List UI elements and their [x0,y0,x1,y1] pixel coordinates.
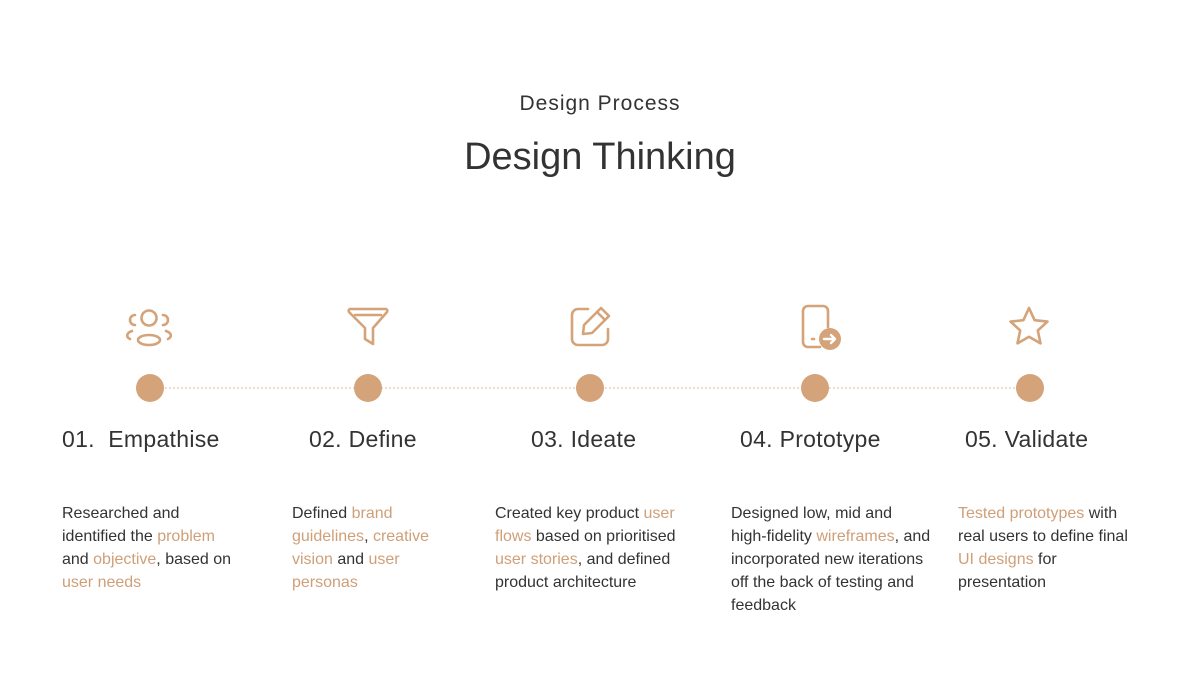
step-description-empathise: Researched and identified the problem an… [62,502,232,594]
highlight-text: user stories [495,551,578,568]
description-text: , [364,528,373,545]
highlight-text: problem [157,528,215,545]
description-text: with real users to define final [958,505,1128,545]
description-text: Created key product [495,505,644,522]
step-title-empathise: 01. Empathise [62,426,220,452]
step-title-ideate: 03. Ideate [531,426,637,452]
highlight-text: UI designs [958,551,1034,568]
description-text: and [332,551,369,568]
step-title-prototype: 04. Prototype [740,426,881,452]
highlight-text: brand guidelines [292,505,393,545]
highlight-text: user flows [495,505,675,545]
step-description-validate: Tested prototypes with real users to def… [958,502,1148,594]
highlight-text: user needs [62,574,142,591]
description-text: for presentation [958,551,1057,591]
highlight-text: creative vision [292,528,429,568]
description-text: , and incorporated new iterations off th… [731,528,931,614]
highlight-text: objective [93,551,157,568]
description-text: Designed low, mid and high-fidelity [731,505,892,545]
mobile-arrow-icon [788,299,844,355]
step-description-prototype: Designed low, mid and high-fidelity wire… [731,502,931,617]
step-title-define: 02. Define [309,426,417,452]
step-description-define: Defined brand guidelines, creative visio… [292,502,452,594]
edit-icon [562,299,618,355]
users-icon [121,299,177,355]
section-eyebrow: Design Process [519,92,681,115]
description-text: , based on [156,551,232,568]
description-text: Defined [292,505,352,522]
description-text: Researched and identified the [62,505,180,545]
timeline-dot-2 [354,374,382,402]
highlight-text: user personas [292,551,400,591]
description-text: and [62,551,94,568]
step-title-validate: 05. Validate [965,426,1089,452]
filter-icon [340,299,396,355]
highlight-text: wireframes [816,528,895,545]
description-text: , and defined product architecture [495,551,671,591]
page-title: Design Thinking [464,136,736,178]
highlight-text: Tested prototypes [958,505,1085,522]
timeline-dot-4 [801,374,829,402]
star-icon [1001,299,1057,355]
timeline-dot-1 [136,374,164,402]
timeline-dot-3 [576,374,604,402]
description-text: based on prioritised [531,528,676,545]
timeline-dot-5 [1016,374,1044,402]
step-description-ideate: Created key product user flows based on … [495,502,680,594]
